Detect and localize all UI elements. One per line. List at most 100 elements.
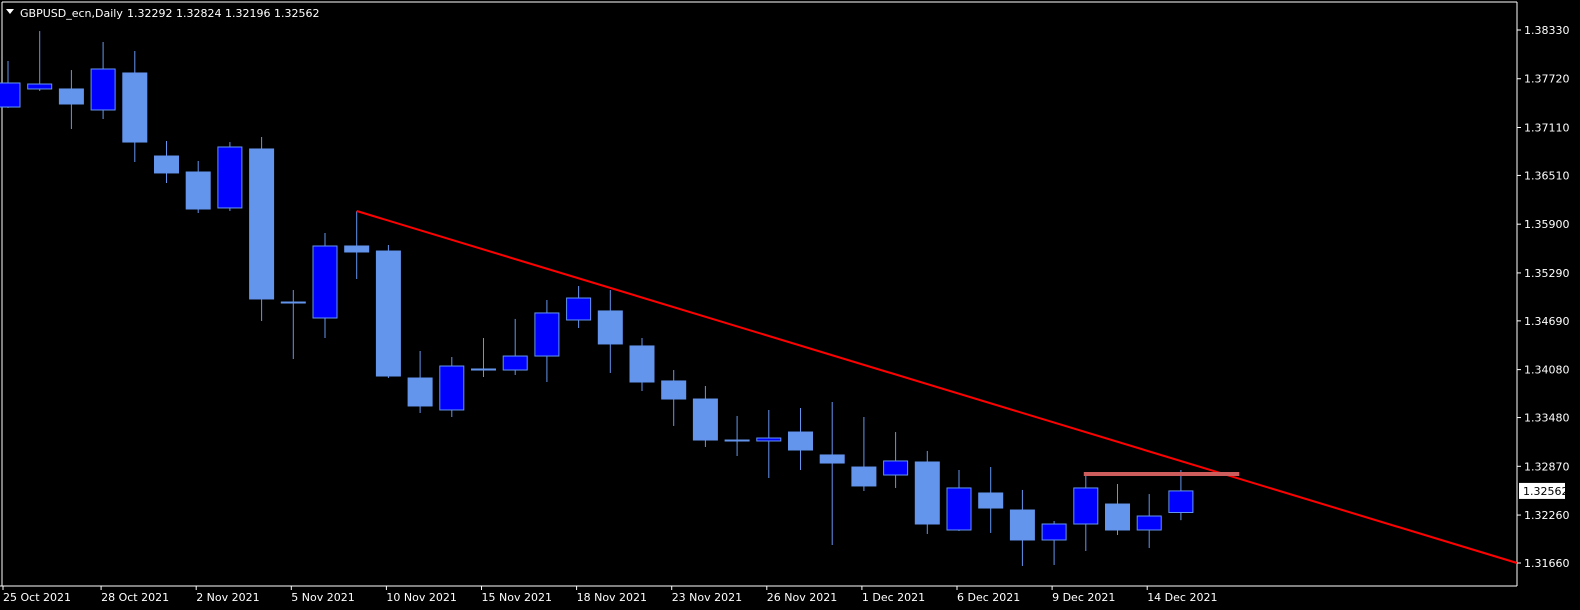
candle xyxy=(851,417,877,492)
bear-candle-body xyxy=(375,250,401,377)
candle xyxy=(819,401,845,546)
current-price-marker xyxy=(1519,482,1565,499)
bear-candle-body xyxy=(280,301,306,304)
price-tick-label: 1.31660 xyxy=(1524,557,1570,570)
candle xyxy=(58,70,84,130)
bear-candle-body xyxy=(1105,503,1130,531)
candle xyxy=(0,61,21,108)
bull-candle-body xyxy=(946,487,972,531)
date-tick-label: 9 Dec 2021 xyxy=(1052,591,1115,604)
candle xyxy=(502,318,528,375)
candle xyxy=(471,337,496,377)
candle xyxy=(756,409,782,478)
bull-candle-body xyxy=(883,460,909,476)
bull-candle-body xyxy=(0,82,21,108)
bull-candle-body xyxy=(1073,487,1099,525)
bear-candle-body xyxy=(692,398,718,441)
date-tick-label: 1 Dec 2021 xyxy=(862,591,925,604)
bear-candle-body xyxy=(629,345,655,383)
price-axis[interactable]: 1.38330 1.37720 1.37110 1.36510 1.35900 1.352… xyxy=(1517,24,1570,570)
date-tick-label: 15 Nov 2021 xyxy=(482,591,552,604)
date-tick-label: 14 Dec 2021 xyxy=(1147,591,1217,604)
candle xyxy=(914,450,940,534)
bull-candle-body xyxy=(502,355,528,371)
triangle-down-icon[interactable] xyxy=(6,9,14,14)
candle xyxy=(1041,520,1067,565)
bull-candle-body xyxy=(27,83,53,90)
candle xyxy=(280,290,306,359)
candle xyxy=(883,432,909,488)
candle xyxy=(154,140,179,184)
price-tick-label: 1.38330 xyxy=(1524,24,1570,37)
date-tick-label: 28 Oct 2021 xyxy=(101,591,169,604)
candle xyxy=(788,407,813,470)
price-tick-label: 1.37110 xyxy=(1524,121,1570,134)
bull-candle-body xyxy=(756,437,782,442)
ohlc-label: 1.32292 1.32824 1.32196 1.32562 xyxy=(127,7,319,20)
bear-candle-body xyxy=(249,148,275,300)
time-axis[interactable]: 25 Oct 2021 28 Oct 2021 2 Nov 2021 5 Nov 20… xyxy=(2,586,1217,604)
candle xyxy=(661,370,687,426)
bear-candle-body xyxy=(58,88,84,105)
candle xyxy=(344,210,370,279)
bear-candle-body xyxy=(978,492,1004,509)
candle xyxy=(724,415,750,457)
bull-candle-body xyxy=(534,312,560,357)
candle xyxy=(978,467,1004,533)
date-tick-label: 2 Nov 2021 xyxy=(196,591,259,604)
candle xyxy=(407,350,433,414)
bear-candle-body xyxy=(344,245,370,253)
bull-candle-body xyxy=(312,245,338,319)
trendline[interactable] xyxy=(356,210,1518,564)
bull-candle-body xyxy=(1136,515,1162,531)
price-tick-label: 1.37720 xyxy=(1524,73,1570,86)
bear-candle-body xyxy=(851,466,877,487)
candle xyxy=(534,300,560,383)
date-tick-label: 6 Dec 2021 xyxy=(957,591,1020,604)
candle xyxy=(312,232,338,338)
candle xyxy=(249,136,275,322)
drawn-objects xyxy=(356,210,1518,564)
bear-candle-body xyxy=(724,439,750,442)
candle xyxy=(1073,471,1099,552)
bear-candle-body xyxy=(597,310,623,345)
candle xyxy=(1168,469,1194,521)
bull-candle-body xyxy=(1041,523,1067,541)
price-tick-label: 1.33480 xyxy=(1524,412,1570,425)
bear-candle-body xyxy=(788,431,813,451)
date-tick-label: 10 Nov 2021 xyxy=(386,591,456,604)
price-tick-label: 1.32260 xyxy=(1524,509,1570,522)
date-tick-label: 26 Nov 2021 xyxy=(767,591,837,604)
price-tick-label: 1.32870 xyxy=(1524,460,1570,473)
bear-candle-body xyxy=(661,380,687,400)
candle xyxy=(185,160,211,213)
candle xyxy=(439,356,465,418)
candle xyxy=(1136,494,1162,548)
candle xyxy=(692,385,718,447)
candles xyxy=(0,31,1194,566)
bear-candle-body xyxy=(122,72,148,143)
symbol-label: GBPUSD_ecn,Daily xyxy=(20,7,123,20)
bear-candle-body xyxy=(819,454,845,464)
date-tick-label: 5 Nov 2021 xyxy=(291,591,354,604)
candle xyxy=(566,286,592,328)
bull-candle-body xyxy=(439,365,465,411)
candle xyxy=(217,142,243,211)
bear-candle-body xyxy=(914,461,940,525)
bear-candle-body xyxy=(154,155,179,174)
current-price-label: 1.32562 xyxy=(1523,485,1569,498)
date-tick-label: 25 Oct 2021 xyxy=(3,591,71,604)
candle xyxy=(1105,483,1130,536)
candle xyxy=(597,290,623,373)
date-tick-label: 23 Nov 2021 xyxy=(672,591,742,604)
bear-candle-body xyxy=(407,377,433,407)
bull-candle-body xyxy=(1168,490,1194,513)
plot-frame xyxy=(0,1,1518,587)
price-tick-label: 1.36510 xyxy=(1524,169,1570,182)
price-tick-label: 1.34080 xyxy=(1524,364,1570,377)
bear-candle-body xyxy=(1009,509,1035,541)
candle xyxy=(946,469,972,531)
candle xyxy=(629,337,655,392)
bull-candle-body xyxy=(566,297,592,321)
